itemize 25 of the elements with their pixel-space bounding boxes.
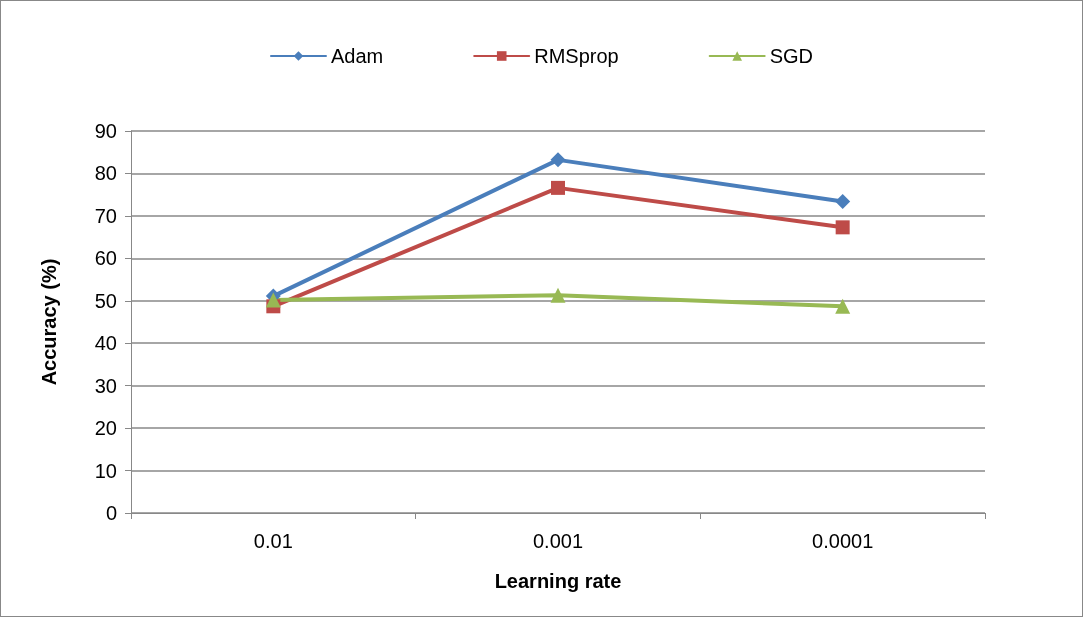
y-tick-label: 50 bbox=[94, 289, 117, 312]
x-axis-title: Learning rate bbox=[494, 570, 622, 592]
point bbox=[265, 292, 281, 308]
y-tick-label: 90 bbox=[94, 120, 117, 142]
x-tick-label: 0.0001 bbox=[812, 530, 874, 552]
y-tick-label: 30 bbox=[94, 374, 117, 397]
y-tick-label: 20 bbox=[94, 417, 117, 440]
legend-label: SGD bbox=[769, 45, 814, 67]
point bbox=[550, 152, 566, 168]
point bbox=[550, 287, 566, 303]
legend-label: Adam bbox=[330, 45, 384, 67]
y-tick-label: 60 bbox=[94, 247, 117, 270]
y-tick-label: 80 bbox=[94, 162, 117, 185]
y-tick-label: 0 bbox=[105, 502, 117, 524]
x-tick-label: 0.01 bbox=[253, 530, 293, 552]
x-tick-label: 0.001 bbox=[532, 530, 584, 552]
y-axis-title: Accuracy (%) bbox=[38, 258, 60, 386]
y-tick-label: 10 bbox=[94, 459, 117, 482]
legend-label: RMSprop bbox=[534, 45, 619, 67]
point bbox=[551, 180, 565, 195]
y-tick-label: 40 bbox=[94, 332, 117, 355]
point bbox=[835, 220, 850, 235]
y-tick-label: 70 bbox=[94, 204, 117, 227]
point bbox=[835, 193, 851, 209]
point bbox=[835, 298, 851, 314]
